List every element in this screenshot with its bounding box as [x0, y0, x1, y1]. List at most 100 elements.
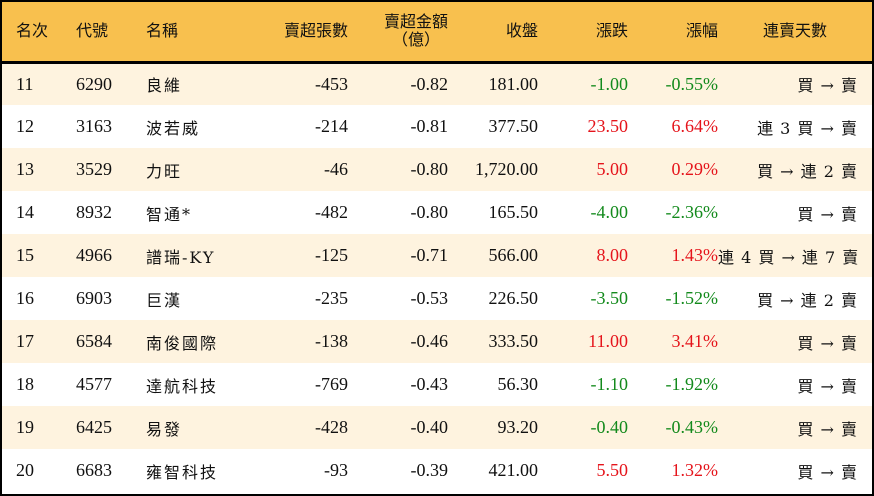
streak-cell: 買 → 連 2 賣: [757, 290, 858, 310]
net-sell-lots-cell: -482: [315, 202, 348, 222]
rank-cell: 15: [16, 245, 34, 265]
rank-cell: 19: [16, 417, 34, 437]
net-sell-lots-cell: -769: [315, 374, 348, 394]
table-row: 15 4966 譜瑞-KY -125 -0.71 566.00 8.00 1.4…: [2, 234, 872, 277]
close-price-cell: 181.00: [488, 73, 539, 94]
streak-cell: 買 → 賣: [797, 462, 858, 482]
rank-cell: 17: [16, 331, 34, 351]
net-sell-amount-cell: -0.53: [410, 288, 449, 308]
net-sell-lots-cell: -428: [315, 417, 348, 437]
stock-code-cell: 6584: [76, 331, 112, 351]
price-change-cell: 8.00: [596, 245, 629, 265]
price-change-cell: -0.40: [590, 417, 629, 437]
change-pct-cell: -0.43%: [665, 417, 719, 437]
price-change-cell: 5.00: [596, 159, 629, 179]
close-price-cell: 333.50: [488, 331, 539, 351]
header-streak: 連賣天數: [718, 2, 872, 64]
price-change-cell: -1.00: [590, 73, 629, 94]
stock-code-cell: 3163: [76, 116, 112, 136]
net-sell-lots-cell: -93: [324, 460, 348, 480]
table-header: 名次 代號 名稱 賣超張數 賣超金額 （億） 收盤 漲跌 漲幅 連賣天數: [2, 2, 872, 64]
header-net-sell-lots: 賣超張數: [256, 2, 348, 64]
close-price-cell: 421.00: [488, 460, 539, 480]
stock-code-cell: 6683: [76, 460, 112, 480]
stock-name-cell: 易發: [146, 419, 183, 439]
close-price-cell: 165.50: [488, 202, 539, 222]
header-name: 名稱: [146, 2, 256, 64]
rank-cell: 12: [16, 116, 34, 136]
net-sell-lots-cell: -138: [315, 331, 348, 351]
streak-cell: 買 → 賣: [797, 76, 858, 96]
price-change-cell: -3.50: [590, 288, 629, 308]
header-net-sell-amount-unit: （億）: [391, 30, 440, 50]
stock-code-cell: 3529: [76, 159, 112, 179]
streak-cell: 買 → 賣: [797, 204, 858, 224]
table-row: 14 8932 智通* -482 -0.80 165.50 -4.00 -2.3…: [2, 191, 872, 234]
price-change-cell: 11.00: [588, 331, 628, 351]
rank-cell: 16: [16, 288, 34, 308]
table-row: 19 6425 易發 -428 -0.40 93.20 -0.40 -0.43%…: [2, 406, 872, 449]
stock-name-cell: 巨漢: [146, 290, 183, 310]
table-row: 16 6903 巨漢 -235 -0.53 226.50 -3.50 -1.52…: [2, 277, 872, 320]
price-change-cell: -4.00: [590, 202, 629, 222]
streak-cell: 連 3 買 → 賣: [757, 118, 858, 138]
net-sell-amount-cell: -0.43: [410, 374, 449, 394]
stock-code-cell: 6903: [76, 288, 112, 308]
change-pct-cell: 6.64%: [671, 116, 719, 136]
header-row: 名次 代號 名稱 賣超張數 賣超金額 （億） 收盤 漲跌 漲幅 連賣天數: [2, 2, 872, 64]
net-sell-lots-cell: -125: [315, 245, 348, 265]
net-sell-lots-cell: -235: [315, 288, 348, 308]
table-row: 17 6584 南俊國際 -138 -0.46 333.50 11.00 3.4…: [2, 320, 872, 363]
change-pct-cell: 3.41%: [671, 331, 719, 351]
change-pct-cell: -0.55%: [665, 73, 719, 94]
streak-cell: 買 → 賣: [797, 419, 858, 439]
rank-cell: 14: [16, 202, 34, 222]
stock-name-cell: 譜瑞-KY: [146, 247, 216, 267]
rank-cell: 20: [16, 460, 34, 480]
change-pct-cell: -2.36%: [665, 202, 719, 222]
change-pct-cell: -1.92%: [665, 374, 719, 394]
close-price-cell: 566.00: [488, 245, 539, 265]
header-net-sell-amount: 賣超金額 （億）: [348, 2, 448, 64]
table-row: 20 6683 雍智科技 -93 -0.39 421.00 5.50 1.32%…: [2, 449, 872, 492]
rank-cell: 11: [16, 73, 34, 94]
stock-code-cell: 6425: [76, 417, 112, 437]
table-body: 11 6290 良維 -453 -0.82 181.00 -1.00 -0.55…: [2, 62, 872, 492]
header-change-pct: 漲幅: [628, 2, 718, 64]
stock-code-cell: 4577: [76, 374, 112, 394]
stock-name-cell: 良維: [146, 76, 183, 96]
close-price-cell: 93.20: [497, 417, 539, 437]
stock-name-cell: 南俊國際: [146, 333, 219, 353]
close-price-cell: 226.50: [488, 288, 539, 308]
net-sell-lots-cell: -46: [324, 159, 348, 179]
close-price-cell: 1,720.00: [475, 159, 538, 179]
net-sell-amount-cell: -0.80: [410, 202, 449, 222]
net-sell-amount-cell: -0.71: [410, 245, 449, 265]
change-pct-cell: 1.32%: [671, 460, 719, 480]
stock-name-cell: 力旺: [146, 161, 183, 181]
stock-name-cell: 波若威: [146, 118, 201, 138]
stock-name-cell: 達航科技: [146, 376, 219, 396]
table-row: 18 4577 達航科技 -769 -0.43 56.30 -1.10 -1.9…: [2, 363, 872, 406]
price-change-cell: 5.50: [596, 460, 629, 480]
net-sell-amount-cell: -0.39: [410, 460, 449, 480]
header-close: 收盤: [448, 2, 538, 64]
streak-cell: 連 4 買 → 連 7 賣: [718, 247, 860, 267]
net-sell-amount-cell: -0.80: [410, 159, 449, 179]
stock-name-cell: 雍智科技: [146, 462, 219, 482]
header-change: 漲跌: [538, 2, 628, 64]
net-sell-amount-cell: -0.46: [410, 331, 449, 351]
net-sell-lots-cell: -453: [315, 73, 348, 94]
stock-code-cell: 6290: [76, 73, 112, 94]
change-pct-cell: -1.52%: [665, 288, 719, 308]
close-price-cell: 377.50: [488, 116, 539, 136]
rank-cell: 18: [16, 374, 34, 394]
change-pct-cell: 1.43%: [671, 245, 719, 265]
price-change-cell: -1.10: [590, 374, 629, 394]
rank-cell: 13: [16, 159, 34, 179]
net-sell-lots-cell: -214: [315, 116, 348, 136]
net-sell-amount-cell: -0.81: [410, 116, 449, 136]
stock-code-cell: 4966: [76, 245, 112, 265]
